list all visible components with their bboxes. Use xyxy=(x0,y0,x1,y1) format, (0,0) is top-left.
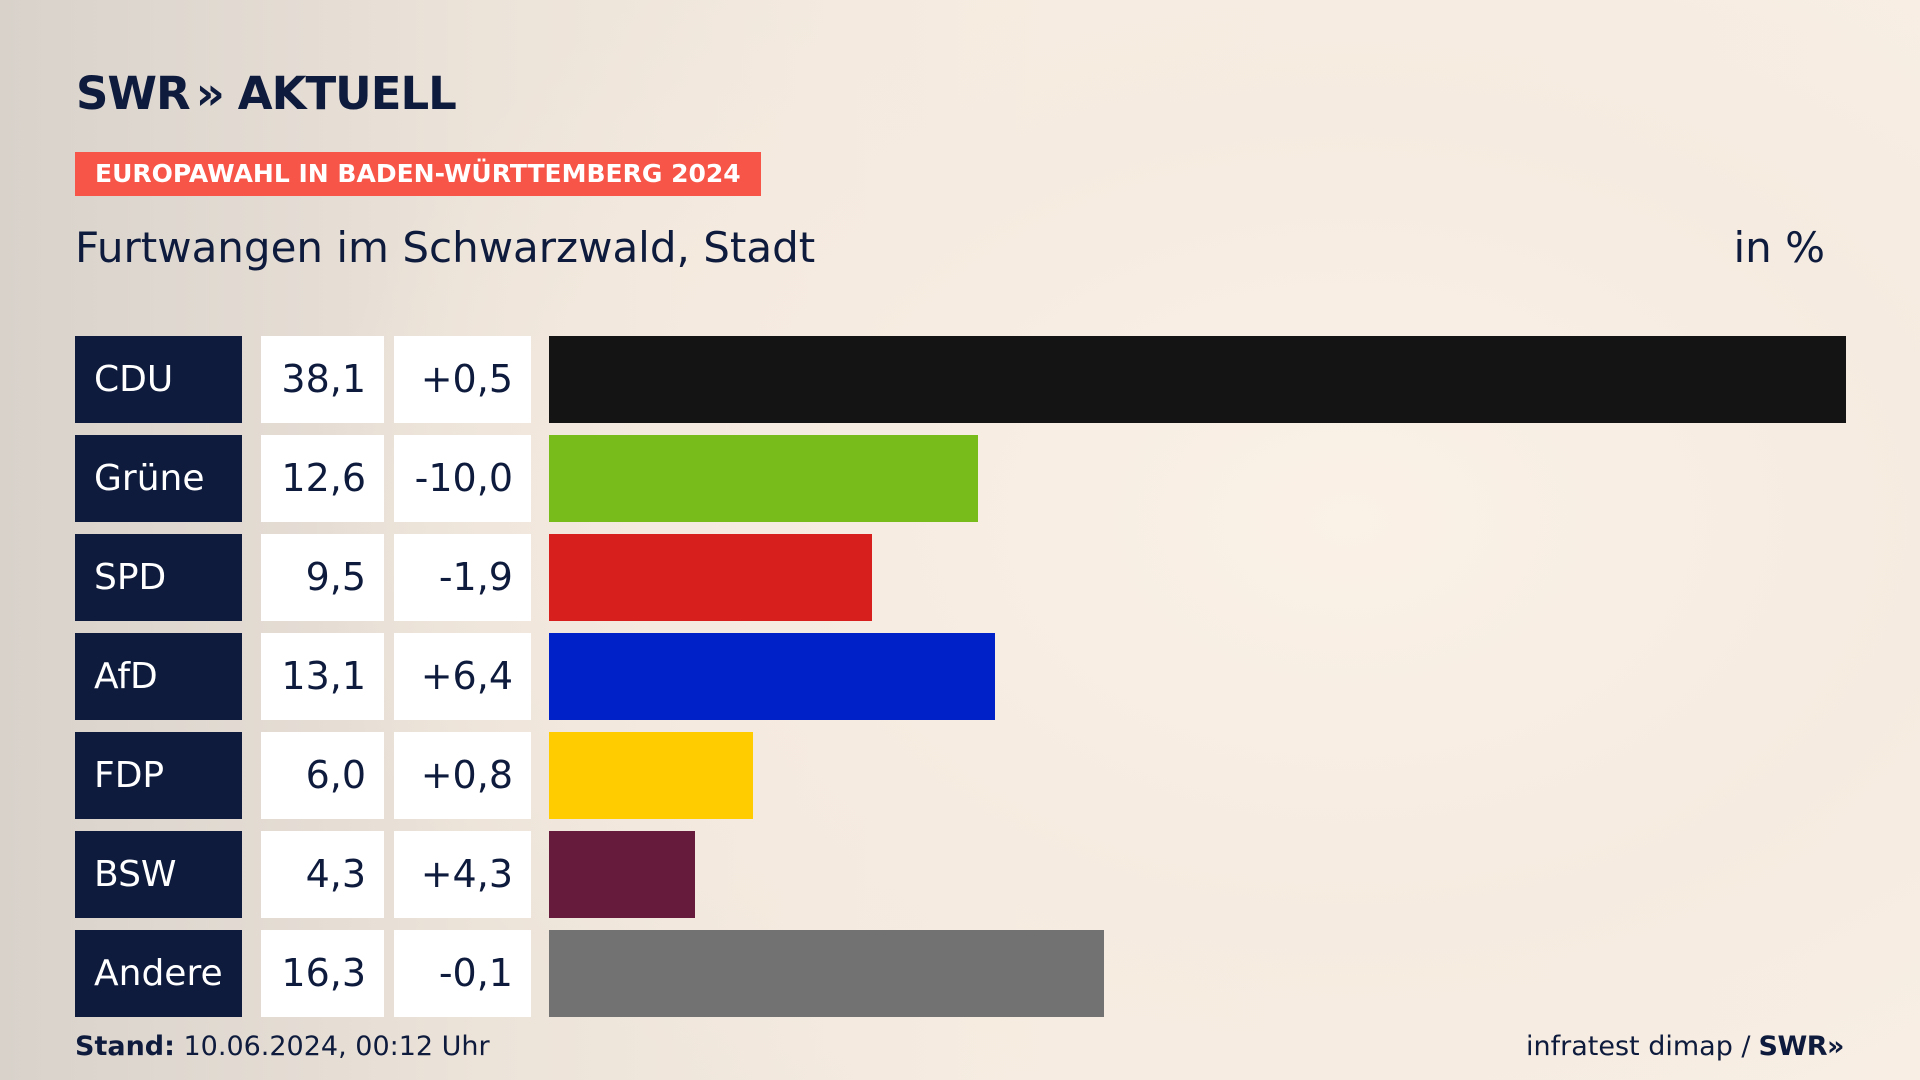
result-row: SPD 9,5 -1,9 xyxy=(75,534,1845,621)
party-label: Andere xyxy=(75,930,242,1017)
vote-change-value: +0,8 xyxy=(394,732,531,819)
party-label: Grüne xyxy=(75,435,242,522)
party-label: CDU xyxy=(75,336,242,423)
timestamp: Stand: 10.06.2024, 00:12 Uhr xyxy=(75,1030,490,1064)
vote-share-bar xyxy=(549,732,753,819)
stand-value: 10.06.2024, 00:12 Uhr xyxy=(174,1031,490,1062)
vote-change-value: -0,1 xyxy=(394,930,531,1017)
result-row: Andere 16,3 -0,1 xyxy=(75,930,1845,1017)
logo-chevrons: » xyxy=(195,66,225,120)
unit-label: in % xyxy=(1733,223,1825,272)
party-label: FDP xyxy=(75,732,242,819)
footer-swr-logo: SWR» xyxy=(1758,1031,1845,1062)
party-label: AfD xyxy=(75,633,242,720)
vote-change-value: +0,5 xyxy=(394,336,531,423)
vote-share-value: 16,3 xyxy=(261,930,384,1017)
vote-share-value: 38,1 xyxy=(261,336,384,423)
vote-share-bar xyxy=(549,831,695,918)
stand-label: Stand: xyxy=(75,1031,175,1062)
vote-change-value: -1,9 xyxy=(394,534,531,621)
vote-share-bar xyxy=(549,930,1104,1017)
vote-share-bar xyxy=(549,534,872,621)
swr-aktuell-logo: SWR» AKTUELL xyxy=(76,66,457,120)
result-row: CDU 38,1 +0,5 xyxy=(75,336,1846,423)
vote-share-value: 13,1 xyxy=(261,633,384,720)
vote-change-value: +4,3 xyxy=(394,831,531,918)
party-label: BSW xyxy=(75,831,242,918)
vote-share-value: 9,5 xyxy=(261,534,384,621)
logo-title: AKTUELL xyxy=(237,66,457,120)
results-chart: CDU 38,1 +0,5 Grüne 12,6 -10,0 SPD 9,5 -1,9 AfD 13… xyxy=(75,336,1846,1029)
vote-change-value: +6,4 xyxy=(394,633,531,720)
source-credit: infratest dimap / SWR» xyxy=(1526,1030,1844,1064)
vote-share-value: 6,0 xyxy=(261,732,384,819)
vote-share-value: 4,3 xyxy=(261,831,384,918)
party-label: SPD xyxy=(75,534,242,621)
result-row: AfD 13,1 +6,4 xyxy=(75,633,1845,720)
result-row: FDP 6,0 +0,8 xyxy=(75,732,1845,819)
source-label: infratest dimap / xyxy=(1526,1031,1751,1062)
vote-change-value: -10,0 xyxy=(394,435,531,522)
vote-share-bar xyxy=(549,336,1846,423)
vote-share-value: 12,6 xyxy=(261,435,384,522)
election-tag: EUROPAWAHL IN BADEN-WÜRTTEMBERG 2024 xyxy=(75,152,761,196)
result-row: Grüne 12,6 -10,0 xyxy=(75,435,1845,522)
chart-title: Furtwangen im Schwarzwald, Stadt xyxy=(75,223,816,272)
vote-share-bar xyxy=(549,633,995,720)
vote-share-bar xyxy=(549,435,978,522)
result-row: BSW 4,3 +4,3 xyxy=(75,831,1845,918)
logo-brand: SWR xyxy=(76,66,191,120)
